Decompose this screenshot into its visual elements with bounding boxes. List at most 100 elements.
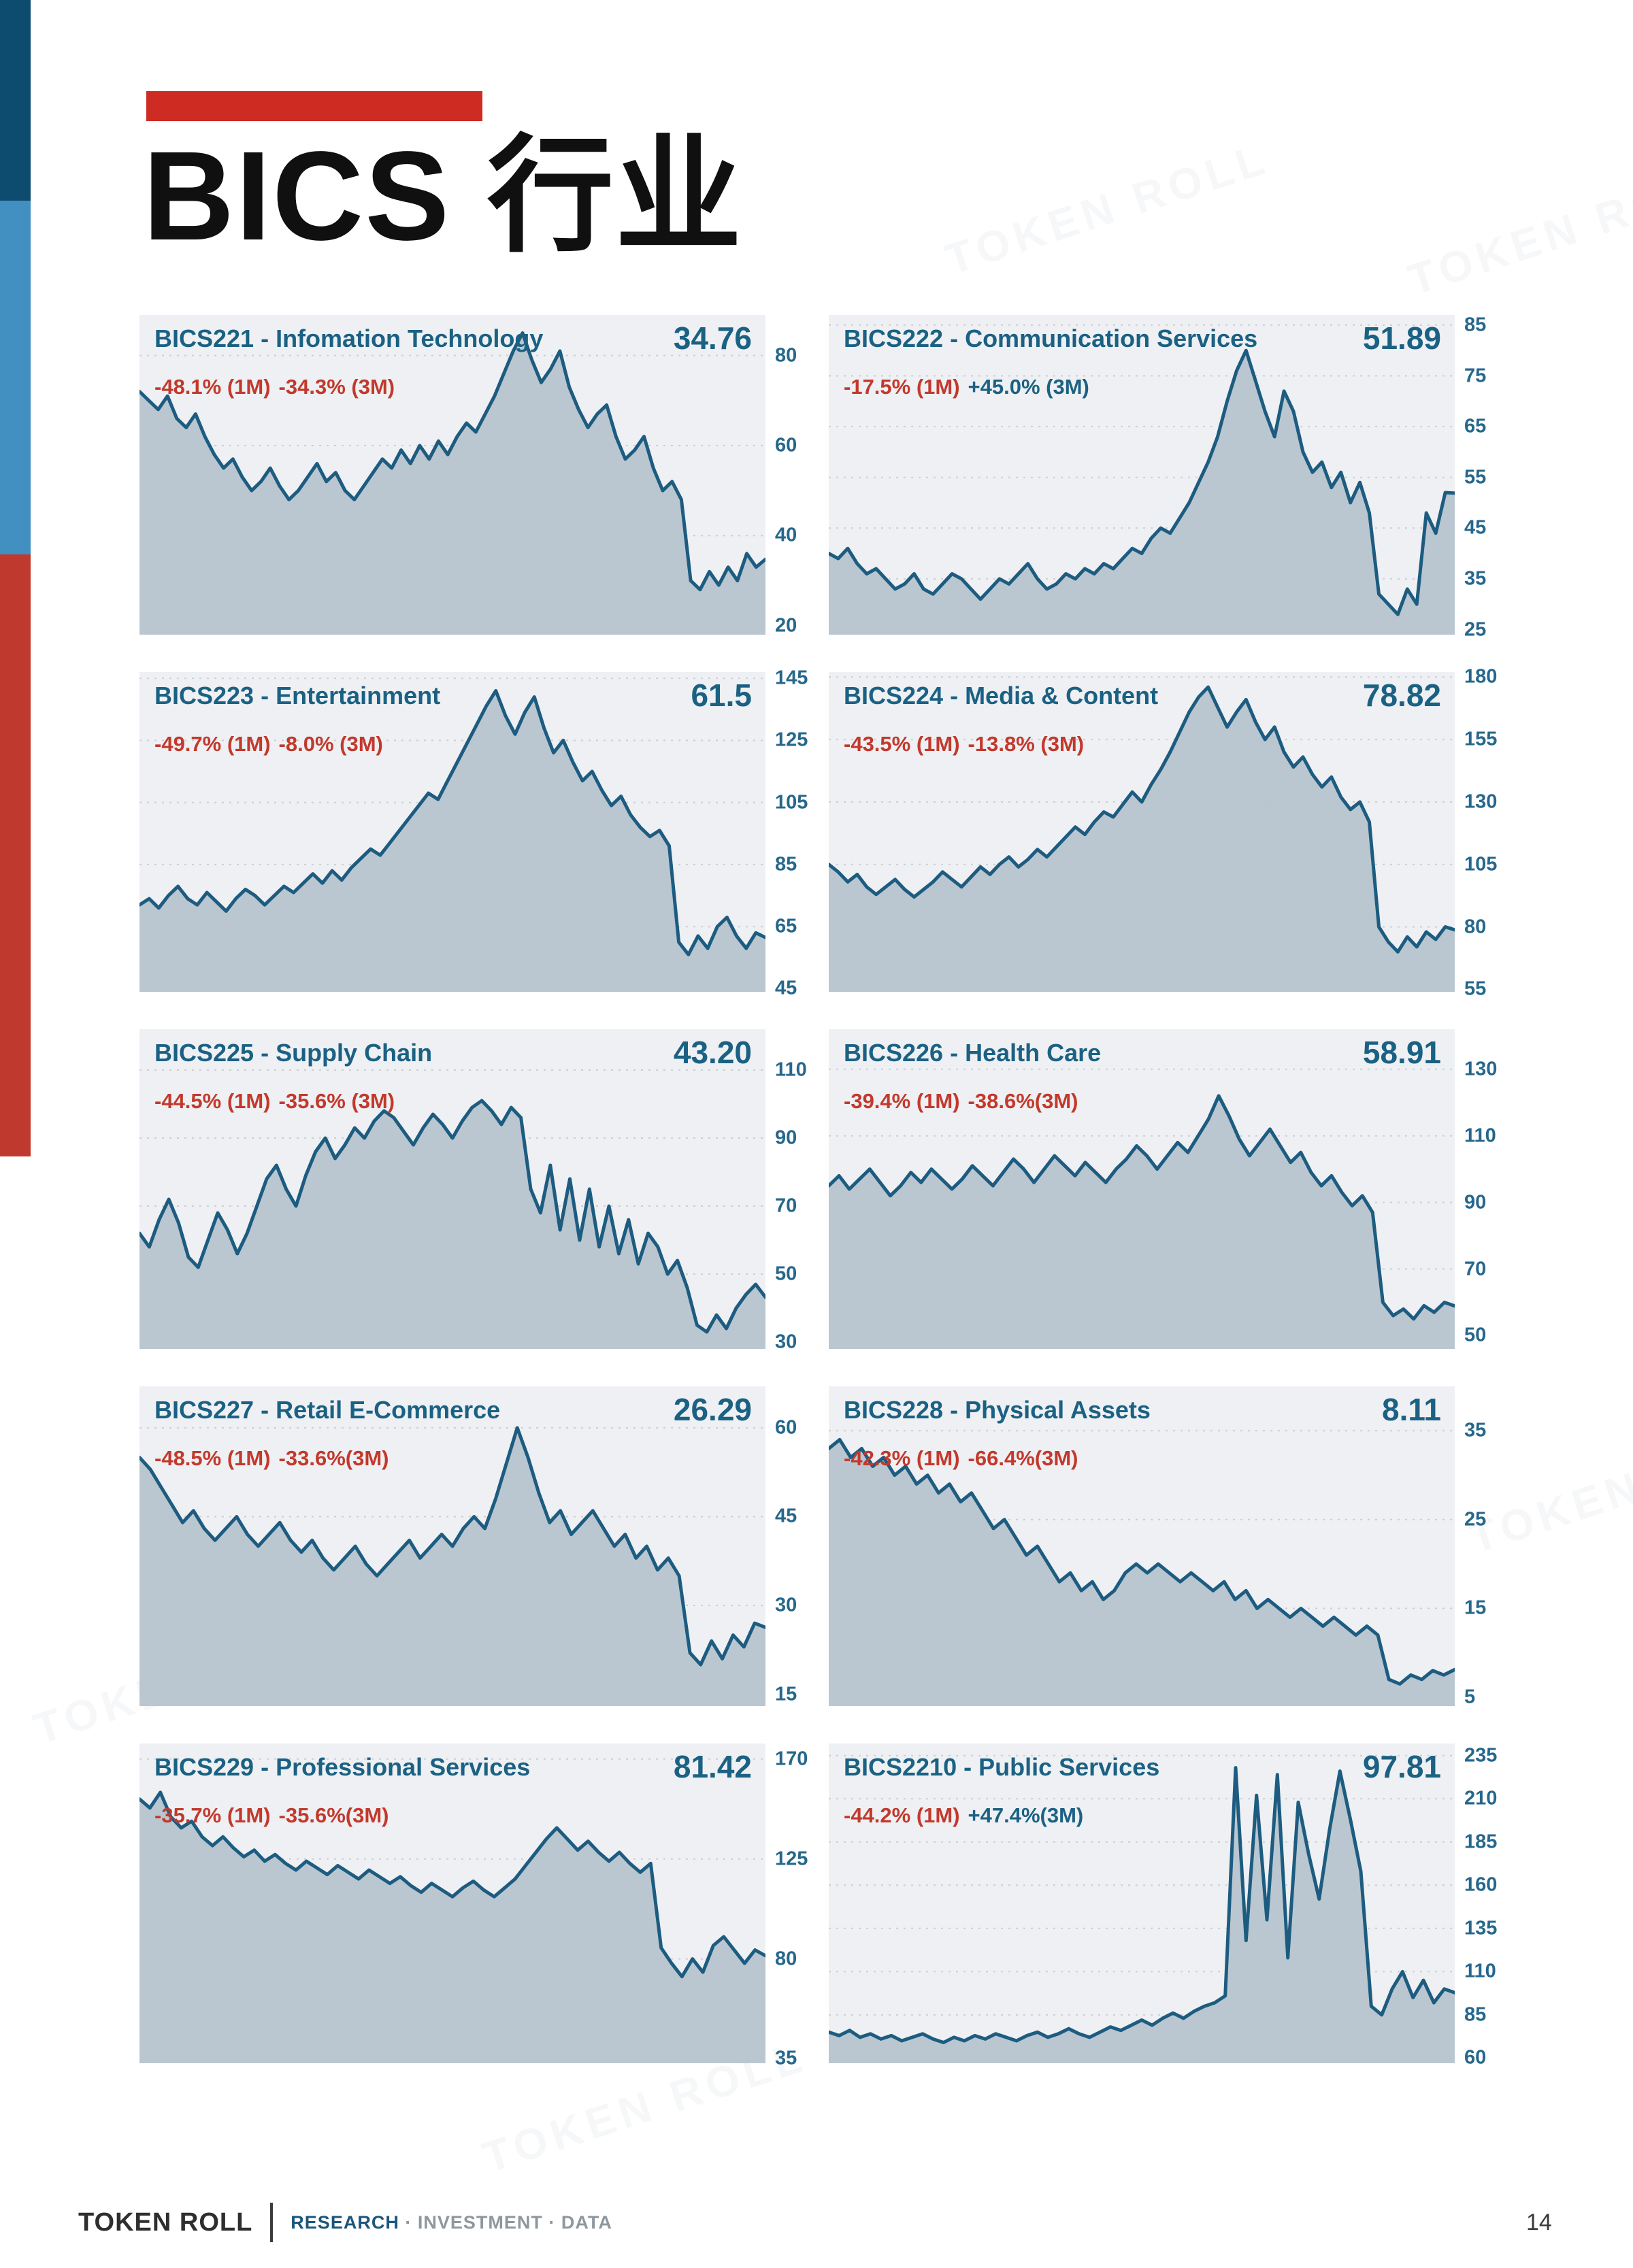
chart-change-3m: +45.0% (3M) (968, 375, 1089, 399)
y-tick-label: 15 (775, 1683, 797, 1705)
y-tick-label: 55 (1464, 466, 1487, 488)
y-tick-label: 60 (775, 1416, 797, 1439)
footer-brand: TOKEN ROLL (78, 2207, 253, 2237)
chart-title: BICS228 - Physical Assets (844, 1396, 1151, 1424)
chart-change-3m: -38.6%(3M) (968, 1089, 1078, 1113)
area-chart (139, 678, 765, 992)
chart-title: BICS221 - Infomation Technology (154, 324, 544, 352)
y-tick-label: 35 (775, 2047, 797, 2069)
chart-change: -43.5% (1M) -13.8% (3M) (844, 732, 1092, 756)
y-tick-label: 155 (1464, 728, 1498, 750)
y-tick-label: 105 (775, 791, 808, 814)
y-tick-label: 85 (775, 853, 797, 875)
chart-change-1m: -48.5% (1M) (154, 1446, 271, 1470)
y-tick-label: 90 (775, 1127, 797, 1149)
chart-change-1m: -44.2% (1M) (844, 1803, 960, 1827)
y-tick-label: 180 (1464, 665, 1498, 688)
y-axis: 110 90 70 50 30 (775, 1029, 829, 1353)
y-tick-label: 135 (1464, 1917, 1498, 1939)
y-tick-label: 235 (1464, 1744, 1498, 1767)
y-tick-label: 80 (775, 344, 797, 367)
y-tick-label: 35 (1464, 567, 1487, 590)
y-tick-label: 20 (775, 614, 797, 637)
y-tick-label: 130 (1464, 790, 1498, 813)
y-tick-label: 30 (775, 1331, 797, 1353)
y-axis: 35 25 15 5 (1464, 1386, 1518, 1708)
chart-header: BICS2210 - Public Services 97.81 (844, 1749, 1441, 1784)
chart-card: BICS226 - Health Care 58.91 -39.4% (1M) -… (829, 1029, 1455, 1349)
chart-change: -48.5% (1M) -33.6%(3M) (154, 1446, 397, 1471)
y-tick-label: 25 (1464, 1508, 1487, 1531)
chart-title: BICS222 - Communication Services (844, 324, 1258, 352)
page-title: BICS 行业 (143, 126, 744, 267)
y-tick-label: 70 (775, 1195, 797, 1217)
area-chart (139, 1426, 765, 1706)
y-axis: 80 60 40 20 (775, 315, 829, 637)
chart-header: BICS221 - Infomation Technology 34.76 (154, 320, 752, 356)
chart-header: BICS226 - Health Care 58.91 (844, 1035, 1441, 1070)
chart-card: BICS228 - Physical Assets 8.11 -42.3% (1… (829, 1386, 1455, 1706)
y-tick-label: 65 (1464, 415, 1487, 437)
chart-change: -42.3% (1M) -66.4%(3M) (844, 1446, 1086, 1471)
y-tick-label: 80 (775, 1948, 797, 1970)
y-tick-label: 45 (1464, 516, 1487, 539)
y-tick-label: 75 (1464, 365, 1487, 387)
chart-value: 34.76 (673, 320, 752, 356)
y-tick-label: 125 (775, 1848, 808, 1870)
y-tick-label: 145 (775, 667, 808, 689)
chart-change: -35.7% (1M) -35.6%(3M) (154, 1803, 397, 1828)
chart-card: BICS223 - Entertainment 61.5 -49.7% (1M)… (139, 672, 765, 992)
chart-change: -48.1% (1M) -34.3% (3M) (154, 375, 403, 399)
chart-value: 97.81 (1362, 1749, 1441, 1784)
footer: TOKEN ROLL RESEARCH · INVESTMENT · DATA (78, 2203, 612, 2242)
y-axis: 60 45 30 15 (775, 1386, 829, 1706)
chart-cell: BICS225 - Supply Chain 43.20 -44.5% (1M)… (139, 1029, 829, 1386)
chart-title: BICS229 - Professional Services (154, 1753, 531, 1781)
y-axis: 170 125 80 35 (775, 1744, 829, 2069)
y-tick-label: 210 (1464, 1787, 1498, 1810)
y-tick-label: 15 (1464, 1597, 1487, 1619)
chart-change-1m: -42.3% (1M) (844, 1446, 960, 1470)
chart-value: 26.29 (673, 1392, 752, 1427)
area-chart (829, 676, 1455, 992)
y-axis: 180 155 130 105 80 55 (1464, 666, 1518, 1000)
y-axis: 130 110 90 70 50 (1464, 1029, 1518, 1349)
y-axis: 145 125 105 85 65 45 (775, 667, 829, 999)
y-tick-label: 90 (1464, 1191, 1487, 1214)
y-tick-label: 25 (1464, 618, 1487, 641)
y-tick-label: 60 (775, 434, 797, 456)
chart-value: 58.91 (1362, 1035, 1441, 1070)
chart-header: BICS225 - Supply Chain 43.20 (154, 1037, 752, 1068)
y-tick-label: 5 (1464, 1686, 1476, 1708)
chart-header: BICS228 - Physical Assets 8.11 (844, 1392, 1441, 1427)
area-chart (829, 324, 1455, 635)
y-tick-label: 50 (775, 1263, 797, 1285)
chart-header: BICS223 - Entertainment 61.5 (154, 680, 752, 711)
chart-cell: BICS223 - Entertainment 61.5 -49.7% (1M)… (139, 667, 829, 1029)
sidebar-bar-navy (0, 0, 31, 201)
chart-title: BICS227 - Retail E-Commerce (154, 1396, 501, 1424)
chart-cell: BICS224 - Media & Content 78.82 -43.5% (… (829, 666, 1518, 1029)
y-tick-label: 70 (1464, 1258, 1487, 1280)
chart-change: -17.5% (1M) +45.0% (3M) (844, 375, 1098, 399)
chart-header: BICS222 - Communication Services 51.89 (844, 322, 1441, 354)
area-chart (139, 331, 765, 635)
y-tick-label: 130 (1464, 1058, 1498, 1080)
chart-value: 78.82 (1362, 678, 1441, 713)
chart-change: -44.2% (1M) +47.4%(3M) (844, 1803, 1091, 1828)
y-tick-label: 30 (775, 1594, 797, 1616)
watermark: TOKEN ROLL (939, 133, 1275, 284)
chart-cell: BICS226 - Health Care 58.91 -39.4% (1M) -… (829, 1029, 1518, 1386)
chart-title: BICS223 - Entertainment (154, 682, 441, 710)
chart-change: -44.5% (1M) -35.6% (3M) (154, 1089, 403, 1114)
area-chart (829, 1068, 1455, 1349)
chart-value: 8.11 (1382, 1392, 1441, 1427)
y-tick-label: 65 (775, 915, 797, 937)
chart-change-3m: +47.4%(3M) (968, 1803, 1084, 1827)
chart-card: BICS227 - Retail E-Commerce 26.29 -48.5%… (139, 1386, 765, 1706)
chart-change-1m: -39.4% (1M) (844, 1089, 960, 1113)
chart-change-3m: -13.8% (3M) (968, 732, 1085, 756)
watermark: TOKEN ROLL (1402, 154, 1633, 305)
chart-title: BICS225 - Supply Chain (154, 1039, 433, 1067)
footer-tagline-research: RESEARCH (291, 2212, 399, 2233)
